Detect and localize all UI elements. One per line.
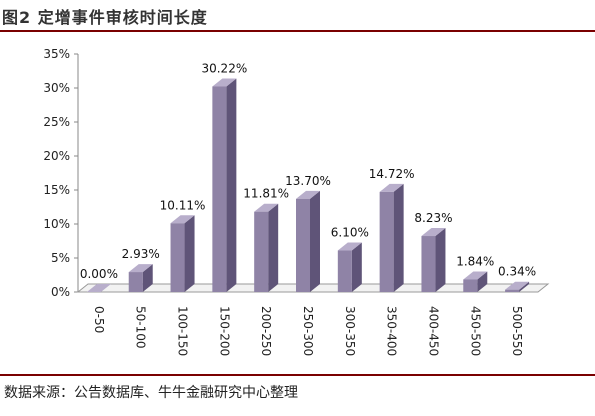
x-tick-label: 500-550: [510, 306, 524, 356]
bar-front: [505, 289, 520, 292]
bar: [212, 78, 237, 292]
bar-top: [463, 271, 488, 280]
y-tick-label: 30%: [43, 81, 70, 95]
bar-side: [519, 281, 530, 292]
bar-top: [128, 264, 153, 273]
bar: [337, 242, 362, 292]
bar: [170, 215, 195, 292]
data-label: 30.22%: [201, 62, 247, 76]
bar-front: [379, 191, 394, 292]
bar-front: [212, 86, 227, 292]
x-tick-label: 100-150: [176, 306, 190, 356]
bar-top: [212, 78, 237, 87]
bars-layer: [86, 78, 530, 292]
bar-top: [296, 190, 320, 199]
y-tick-label: 25%: [43, 115, 70, 129]
bar: [254, 203, 279, 292]
y-tick-label: 20%: [43, 149, 70, 163]
x-tick-label: 450-500: [468, 306, 482, 356]
bar: [421, 228, 446, 292]
data-label: 1.84%: [456, 254, 494, 268]
data-label: 0.00%: [80, 267, 118, 281]
x-tick-label: 300-350: [343, 306, 357, 356]
x-tick-label: 250-300: [301, 306, 315, 356]
y-tick-label: 5%: [51, 251, 70, 265]
x-tick-label: 200-250: [259, 306, 273, 356]
chart-title: 图2 定增事件审核时间长度: [2, 8, 208, 27]
title-rule: [0, 30, 595, 32]
data-label: 2.93%: [122, 247, 160, 261]
title-bar: 图2 定增事件审核时间长度: [0, 0, 595, 32]
bar-chart: 0% 5% 10% 15% 20% 25% 30% 35% 0.00% 0-50 2.93% 50-…: [43, 47, 550, 357]
x-tick-label: 350-400: [385, 306, 399, 356]
data-label: 14.72%: [369, 167, 415, 181]
labels-layer: 0.00% 0-50 2.93% 50-100 10.11% 100-150 30.22% 1…: [80, 62, 536, 357]
bar-side: [268, 203, 279, 292]
bar-top: [86, 284, 111, 292]
bar-side: [435, 228, 446, 292]
bar-side: [184, 215, 195, 292]
y-tick-label: 15%: [43, 183, 70, 197]
bar-front: [421, 236, 436, 292]
bar-side: [351, 242, 362, 292]
data-label: 10.11%: [160, 198, 206, 212]
y-tick-label: 35%: [43, 47, 70, 61]
bar: [379, 183, 404, 292]
x-tick-label: 50-100: [134, 306, 148, 349]
bar-front: [170, 223, 185, 292]
x-tick-label: 0-50: [92, 306, 106, 333]
bar-front: [254, 211, 269, 292]
data-label: 8.23%: [414, 211, 452, 225]
bar-front: [128, 272, 143, 292]
data-label: 11.81%: [243, 187, 289, 201]
bar-top: [170, 215, 195, 224]
data-label: 6.10%: [331, 226, 369, 240]
bar-side: [477, 271, 488, 292]
bar: [128, 264, 153, 292]
bar-top: [337, 242, 362, 251]
y-tick-label: 10%: [43, 217, 70, 231]
bar-front: [337, 250, 352, 292]
bar-side: [393, 183, 404, 292]
bar: [505, 281, 530, 292]
bar: [86, 284, 111, 292]
source-rule: [0, 374, 595, 376]
bar: [296, 190, 320, 292]
bar-side: [310, 190, 320, 292]
bar-front: [463, 279, 478, 292]
data-label: 13.70%: [285, 174, 331, 188]
data-label: 0.34%: [498, 265, 536, 279]
source-note: 数据来源：公告数据库、牛牛金融研究中心整理: [4, 385, 298, 401]
x-tick-label: 150-200: [217, 306, 231, 356]
bar-front: [296, 198, 310, 292]
bar-side: [142, 264, 153, 292]
bar-side: [226, 78, 237, 292]
bar: [463, 271, 488, 292]
bar-top: [421, 228, 446, 237]
bar-top: [505, 281, 530, 290]
bar-top: [254, 203, 279, 212]
y-tick-label: 0%: [51, 285, 70, 299]
bar-top: [379, 183, 404, 192]
x-tick-label: 400-450: [426, 306, 440, 356]
